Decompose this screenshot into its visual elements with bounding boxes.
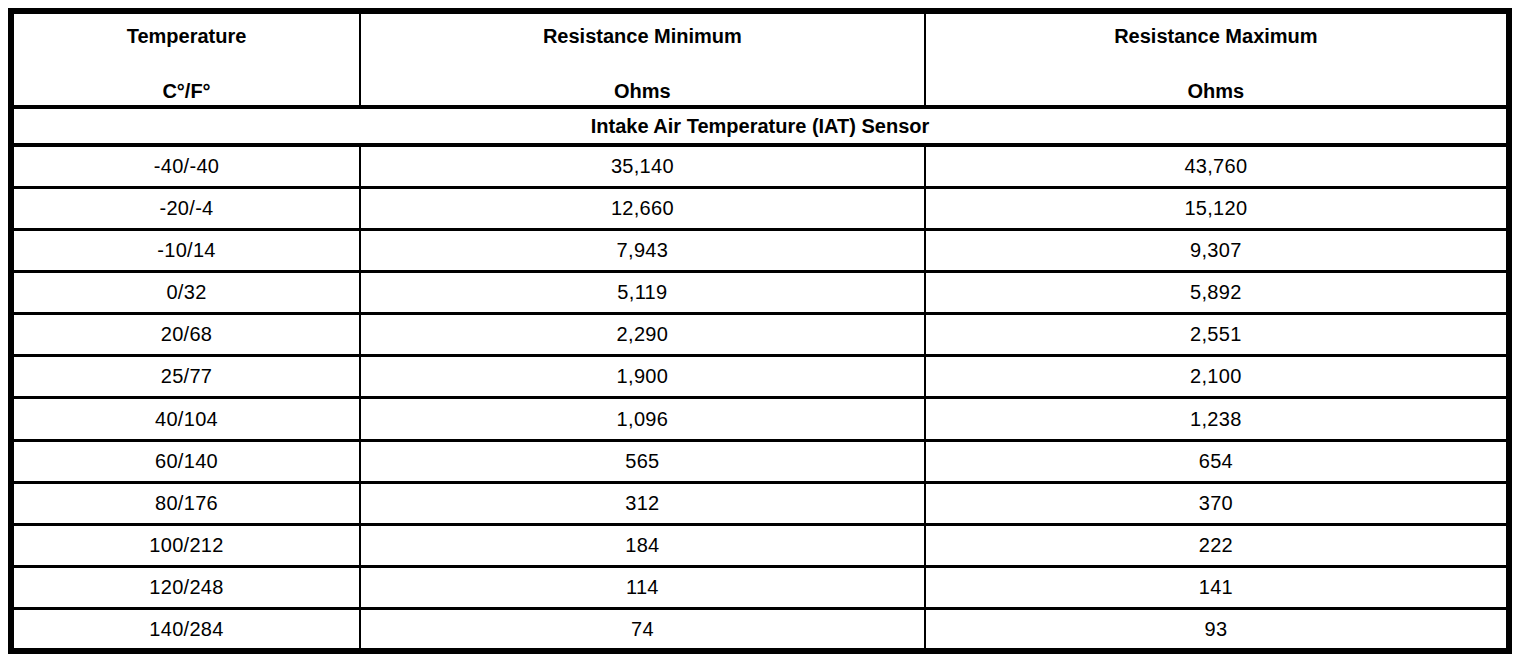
resistance-min-cell: 2,290 (360, 314, 925, 356)
table-row: 0/325,1195,892 (11, 272, 1509, 314)
temperature-cell: 25/77 (11, 356, 360, 398)
resistance-max-cell: 141 (925, 567, 1509, 609)
table-row: 25/771,9002,100 (11, 356, 1509, 398)
temperature-cell: 120/248 (11, 567, 360, 609)
temperature-cell: 20/68 (11, 314, 360, 356)
table-row: 80/176312370 (11, 482, 1509, 524)
resistance-min-cell: 184 (360, 524, 925, 566)
resistance-max-cell: 93 (925, 609, 1509, 651)
resistance-min-cell: 312 (360, 482, 925, 524)
temperature-cell: -20/-4 (11, 187, 360, 229)
temperature-cell: 40/104 (11, 398, 360, 440)
temperature-cell: 100/212 (11, 524, 360, 566)
column-header-temperature: Temperature C°/F° (11, 11, 360, 107)
resistance-max-cell: 5,892 (925, 272, 1509, 314)
temperature-cell: 80/176 (11, 482, 360, 524)
resistance-max-cell: 43,760 (925, 145, 1509, 187)
resistance-min-cell: 35,140 (360, 145, 925, 187)
table-body: Intake Air Temperature (IAT) Sensor -40/… (11, 107, 1509, 651)
table-row: -10/147,9439,307 (11, 229, 1509, 271)
resistance-min-cell: 74 (360, 609, 925, 651)
resistance-max-cell: 2,551 (925, 314, 1509, 356)
table-row: 60/140565654 (11, 440, 1509, 482)
resistance-max-cell: 15,120 (925, 187, 1509, 229)
temperature-cell: -10/14 (11, 229, 360, 271)
resistance-min-cell: 7,943 (360, 229, 925, 271)
resistance-max-cell: 222 (925, 524, 1509, 566)
resistance-min-cell: 1,900 (360, 356, 925, 398)
resistance-max-cell: 2,100 (925, 356, 1509, 398)
resistance-max-cell: 1,238 (925, 398, 1509, 440)
resistance-min-cell: 565 (360, 440, 925, 482)
temperature-cell: 140/284 (11, 609, 360, 651)
table-header: Temperature C°/F° Resistance Minimum Ohm… (11, 11, 1509, 107)
column-label-temperature: Temperature (14, 24, 359, 48)
column-label-resistance-minimum: Resistance Minimum (361, 24, 924, 48)
table-row: 140/2847493 (11, 609, 1509, 651)
resistance-min-cell: 114 (360, 567, 925, 609)
table-row: 100/212184222 (11, 524, 1509, 566)
resistance-max-cell: 370 (925, 482, 1509, 524)
column-label-resistance-maximum: Resistance Maximum (926, 24, 1506, 48)
table-row: -20/-412,66015,120 (11, 187, 1509, 229)
table-row: 40/1041,0961,238 (11, 398, 1509, 440)
resistance-max-cell: 9,307 (925, 229, 1509, 271)
resistance-min-cell: 5,119 (360, 272, 925, 314)
column-unit-resistance-maximum: Ohms (926, 79, 1506, 103)
column-unit-temperature: C°/F° (14, 79, 359, 103)
resistance-min-cell: 12,660 (360, 187, 925, 229)
resistance-max-cell: 654 (925, 440, 1509, 482)
section-title: Intake Air Temperature (IAT) Sensor (11, 107, 1509, 145)
document-page: Temperature C°/F° Resistance Minimum Ohm… (0, 0, 1520, 662)
temperature-cell: 0/32 (11, 272, 360, 314)
column-header-resistance-maximum: Resistance Maximum Ohms (925, 11, 1509, 107)
header-row: Temperature C°/F° Resistance Minimum Ohm… (11, 11, 1509, 107)
iat-sensor-resistance-table: Temperature C°/F° Resistance Minimum Ohm… (8, 8, 1512, 654)
temperature-cell: -40/-40 (11, 145, 360, 187)
column-unit-resistance-minimum: Ohms (361, 79, 924, 103)
section-header-row: Intake Air Temperature (IAT) Sensor (11, 107, 1509, 145)
resistance-min-cell: 1,096 (360, 398, 925, 440)
temperature-cell: 60/140 (11, 440, 360, 482)
column-header-resistance-minimum: Resistance Minimum Ohms (360, 11, 925, 107)
table-row: 20/682,2902,551 (11, 314, 1509, 356)
table-row: 120/248114141 (11, 567, 1509, 609)
table-row: -40/-4035,14043,760 (11, 145, 1509, 187)
